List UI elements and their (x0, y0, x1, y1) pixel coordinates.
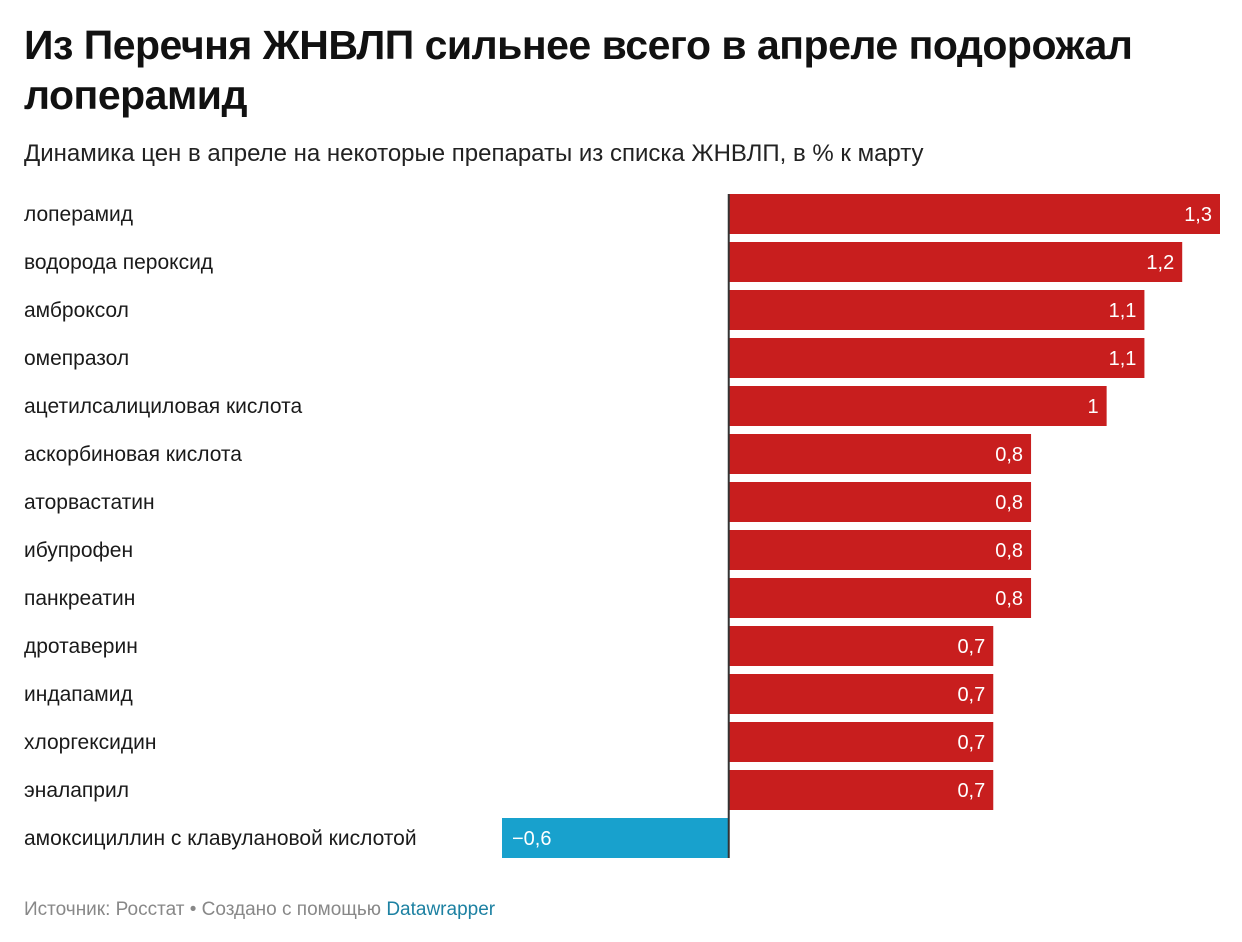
bar (728, 386, 1107, 426)
bar (502, 818, 729, 858)
category-label: водорода пероксид (24, 251, 213, 274)
category-label: дротаверин (24, 635, 138, 658)
bar (728, 722, 994, 762)
bar (728, 674, 994, 714)
value-label: 0,8 (995, 540, 1023, 562)
category-label: амброксол (24, 299, 129, 322)
value-label: 0,7 (957, 684, 985, 706)
source-note: Источник: Росстат (24, 899, 185, 920)
value-label: 1,3 (1184, 204, 1212, 226)
category-label: лоперамид (24, 203, 133, 226)
category-label: омепразол (24, 347, 129, 370)
value-label: 1 (1088, 396, 1099, 418)
bar (728, 242, 1183, 282)
bar (728, 434, 1032, 474)
category-label: амоксициллин с клавулановой кислотой (24, 827, 417, 850)
bar (728, 290, 1145, 330)
category-label: индапамид (24, 683, 133, 706)
category-label: панкреатин (24, 587, 135, 610)
bar (728, 194, 1220, 234)
category-label: ибупрофен (24, 539, 133, 562)
value-label: 1,2 (1146, 252, 1174, 274)
credit-note: Создано с помощью (201, 899, 387, 920)
datawrapper-link[interactable]: Datawrapper (386, 899, 496, 920)
category-label: аторвастатин (24, 491, 155, 514)
bar (728, 338, 1145, 378)
category-label: аскорбиновая кислота (24, 443, 242, 466)
category-label: хлоргексидин (24, 731, 156, 754)
bar (728, 530, 1032, 570)
value-label: 1,1 (1109, 300, 1137, 322)
value-label: 0,8 (995, 444, 1023, 466)
value-label: 0,8 (995, 492, 1023, 514)
value-label: 1,1 (1109, 348, 1137, 370)
bar (728, 482, 1032, 522)
value-label: 0,8 (995, 588, 1023, 610)
value-label: −0,6 (512, 828, 551, 850)
bar (728, 770, 994, 810)
category-label: ацетилсалициловая кислота (24, 395, 302, 418)
value-label: 0,7 (957, 732, 985, 754)
chart-subtitle: Динамика цен в апреле на некоторые препа… (24, 140, 924, 167)
chart-footer: Источник: Росстат • Создано с помощью Da… (24, 898, 495, 922)
bar (728, 626, 994, 666)
value-label: 0,7 (957, 636, 985, 658)
chart-title: Из Перечня ЖНВЛП сильнее всего в апреле … (24, 22, 1133, 118)
bar-chart: лоперамид 1,3 водорода пероксид 1,2 амброксо… (24, 194, 1220, 858)
footer-separator: • (184, 899, 202, 920)
value-label: 0,7 (957, 780, 985, 802)
category-label: эналаприл (24, 779, 129, 802)
bar (728, 578, 1032, 618)
